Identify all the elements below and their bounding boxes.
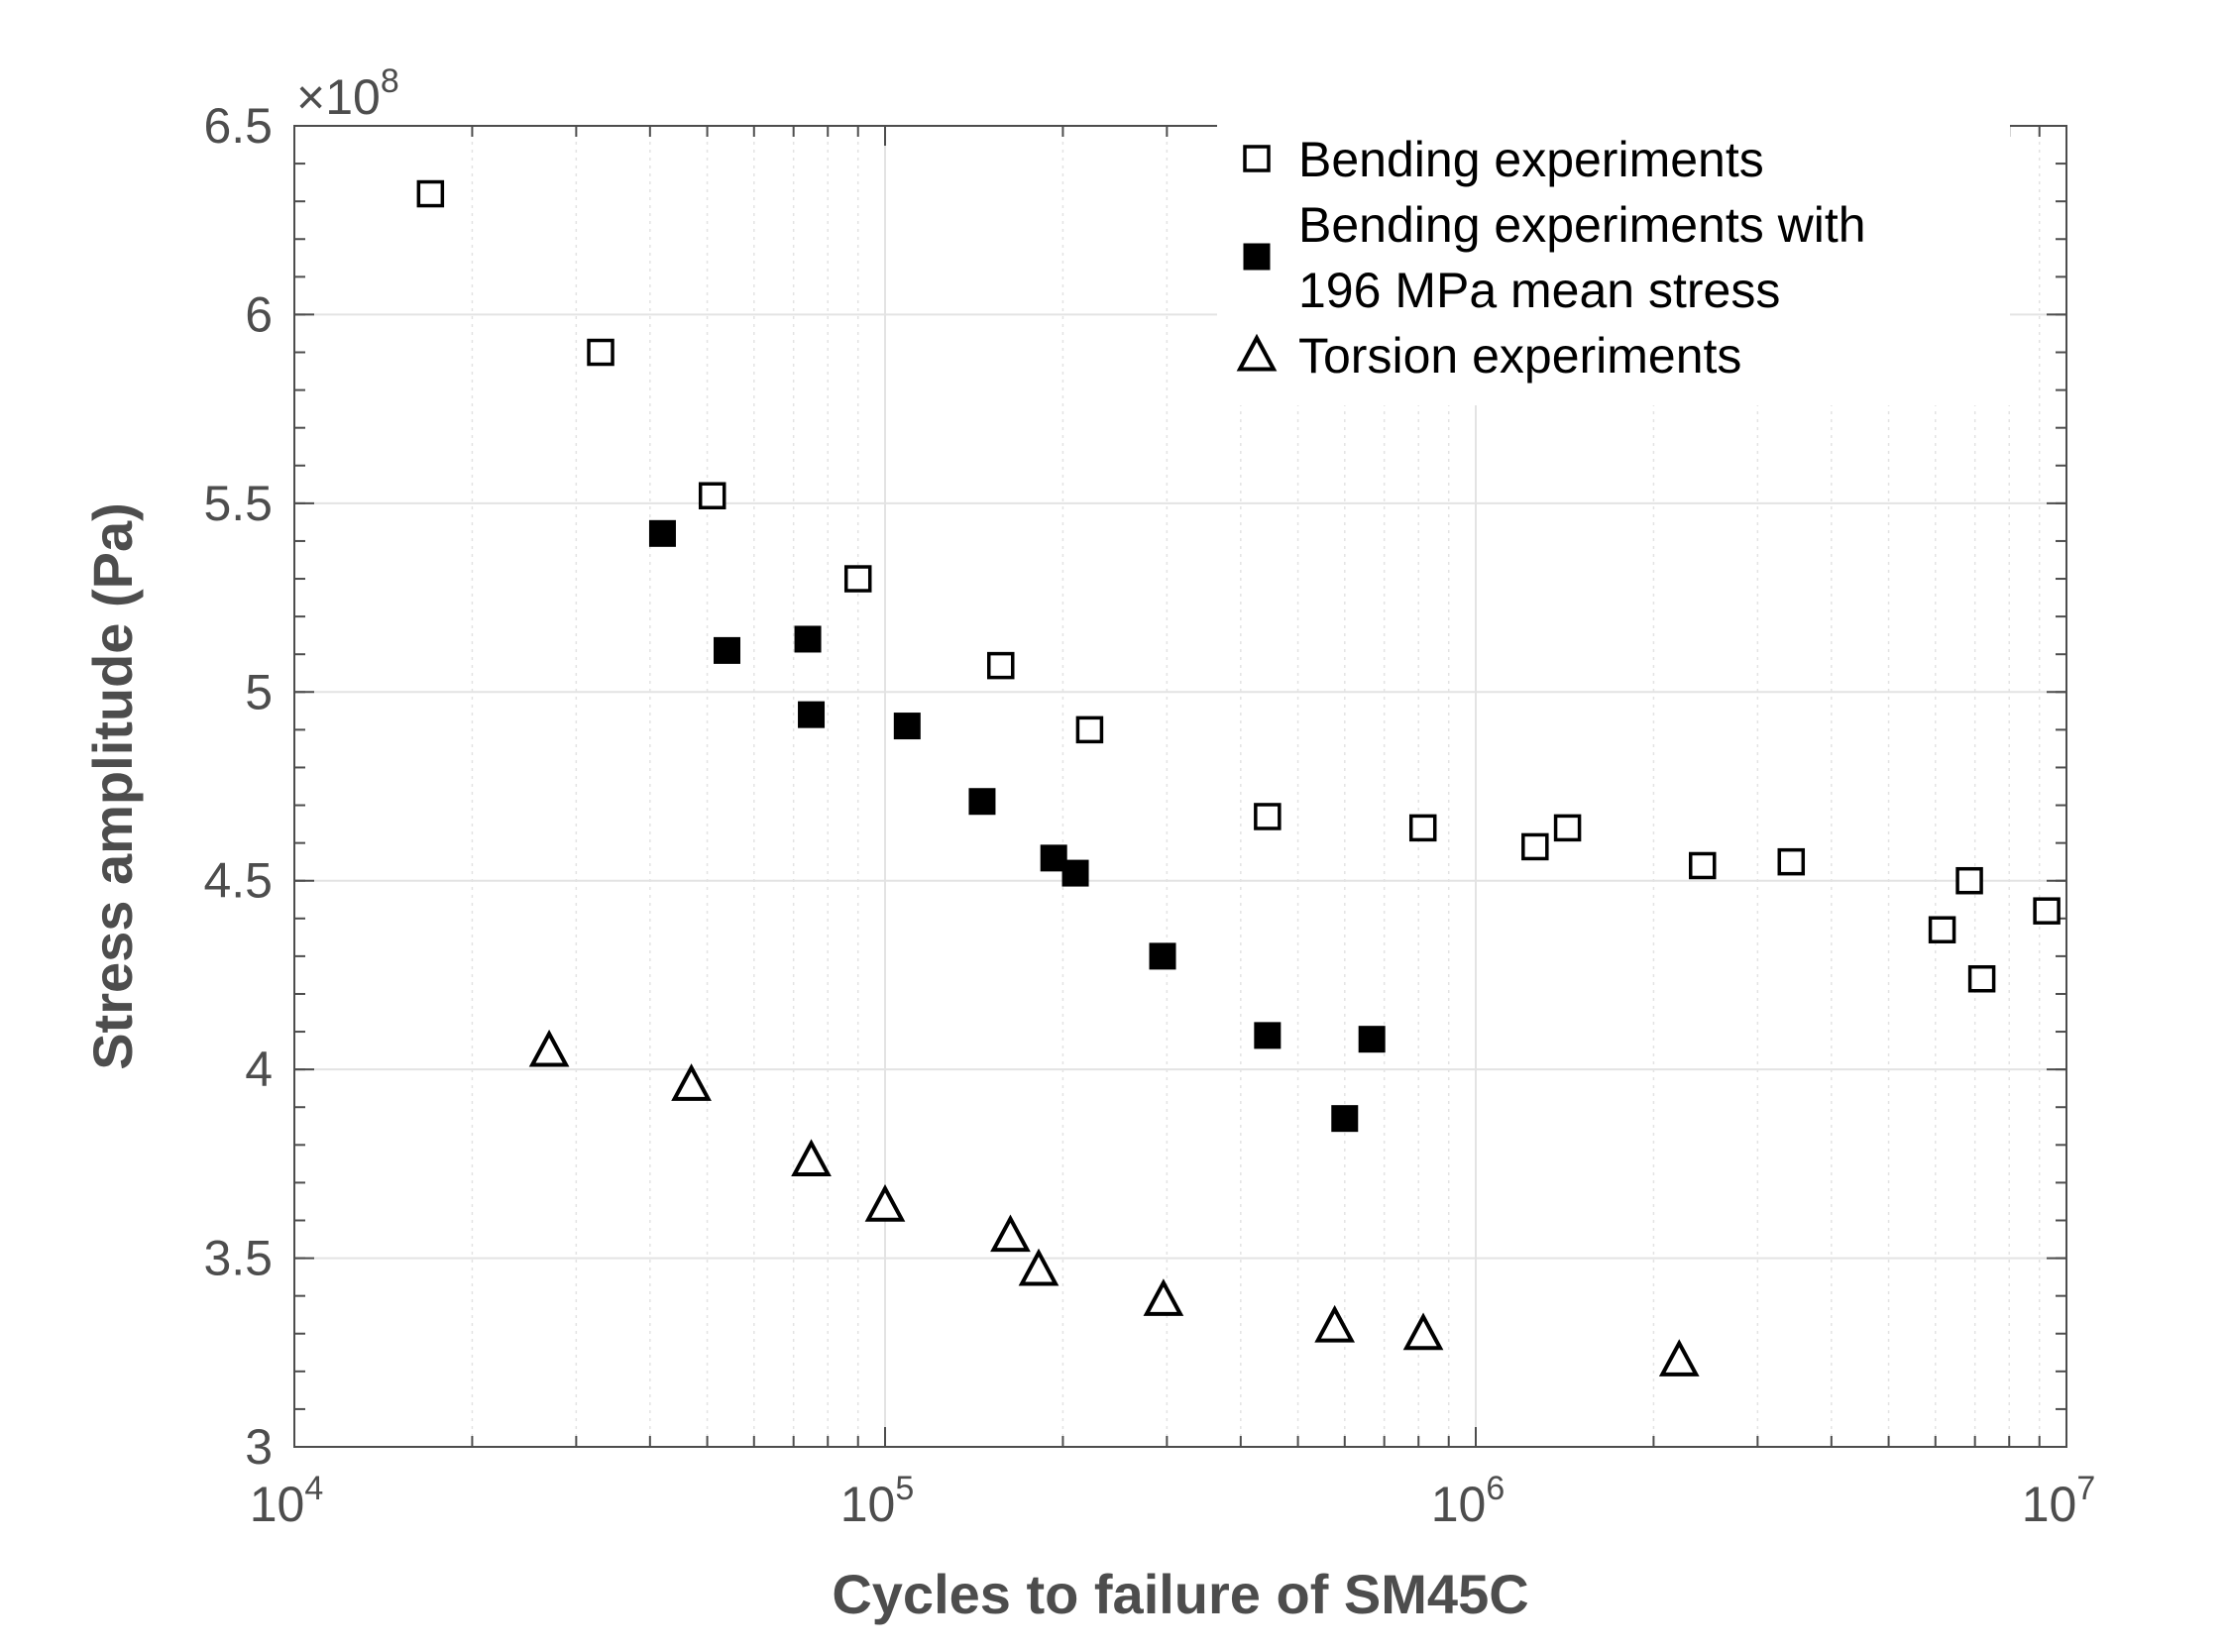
x-tick-label: 106 bbox=[1431, 1470, 1505, 1532]
square-open-marker bbox=[1689, 851, 1717, 880]
legend-entry-2: Bending experiments with 196 MPa mean str… bbox=[1243, 197, 1866, 318]
y-tick-label: 3.5 bbox=[203, 1231, 273, 1286]
legend-entry-3: Torsion experiments bbox=[1236, 328, 1741, 384]
legend-label: Bending experiments with 196 MPa mean str… bbox=[1298, 197, 1866, 318]
y-axis-title: Stress amplitude (Pa) bbox=[81, 502, 144, 1070]
triangle-open-marker bbox=[864, 1184, 906, 1222]
legend-label: Torsion experiments bbox=[1298, 328, 1741, 384]
plot-area-frame bbox=[293, 125, 2067, 1448]
triangle-open-marker bbox=[1314, 1304, 1356, 1343]
triangle-open-marker bbox=[1143, 1278, 1184, 1316]
square-filled-marker bbox=[714, 636, 741, 664]
square-open-marker bbox=[587, 338, 614, 367]
y-tick-label: 5 bbox=[245, 664, 273, 719]
triangle-open-marker bbox=[990, 1214, 1031, 1253]
triangle-open-marker bbox=[1658, 1339, 1700, 1377]
square-open-marker bbox=[1075, 716, 1104, 744]
square-filled-marker bbox=[1254, 1022, 1282, 1049]
x-tick-label-base: 10 bbox=[840, 1477, 896, 1532]
x-tick-labels: 104 105 106 107 bbox=[250, 1470, 2096, 1532]
triangle-open-marker bbox=[1402, 1312, 1444, 1351]
legend-label-line: Bending experiments bbox=[1298, 132, 1764, 187]
triangle-open-marker bbox=[528, 1029, 570, 1067]
square-filled-marker bbox=[1149, 942, 1176, 970]
y-tick-labels: 3 3.5 4 4.5 5 5.5 6 6.5 bbox=[203, 98, 273, 1475]
square-open-marker bbox=[843, 565, 872, 593]
legend-label-line: 196 MPa mean stress bbox=[1298, 263, 1780, 318]
x-tick-label: 104 bbox=[250, 1470, 324, 1532]
square-open-marker bbox=[1243, 145, 1271, 172]
axis-ticks bbox=[293, 125, 2067, 1448]
legend: Bending experiments Bending experiments w… bbox=[1217, 114, 2010, 405]
square-filled-marker bbox=[794, 625, 822, 653]
y-multiplier-base: ×10 bbox=[296, 69, 381, 125]
legend-label-line: Torsion experiments bbox=[1298, 328, 1741, 384]
square-open-marker bbox=[1955, 866, 1983, 895]
legend-entry-1: Bending experiments bbox=[1243, 132, 1764, 187]
data-markers bbox=[416, 179, 2061, 1377]
y-tick-label: 4 bbox=[245, 1042, 273, 1097]
square-filled-marker bbox=[968, 788, 996, 816]
y-tick-label: 6 bbox=[245, 286, 273, 342]
triangle-open-marker bbox=[791, 1139, 832, 1176]
x-tick-label-exponent: 4 bbox=[304, 1470, 323, 1507]
x-tick-label-exponent: 5 bbox=[895, 1470, 914, 1507]
square-open-marker bbox=[698, 482, 726, 509]
square-open-marker bbox=[1928, 916, 1956, 943]
series-1-markers bbox=[416, 179, 2061, 993]
y-tick-label: 6.5 bbox=[203, 98, 273, 154]
series-3-markers bbox=[528, 1029, 1700, 1377]
square-open-marker bbox=[1967, 964, 1996, 993]
square-open-marker bbox=[1553, 814, 1582, 842]
square-open-marker bbox=[1408, 814, 1437, 842]
square-filled-marker bbox=[648, 519, 676, 547]
series-2-markers bbox=[648, 519, 1386, 1133]
square-open-marker bbox=[2033, 897, 2061, 925]
triangle-open-marker bbox=[671, 1063, 712, 1101]
triangle-open-marker bbox=[1236, 333, 1278, 372]
y-tick-label: 3 bbox=[245, 1419, 273, 1475]
legend-label-line: Bending experiments with bbox=[1298, 197, 1866, 253]
x-tick-label-base: 10 bbox=[250, 1477, 305, 1532]
square-filled-marker bbox=[798, 701, 826, 728]
x-tick-label-base: 10 bbox=[2022, 1477, 2077, 1532]
legend-label: Bending experiments bbox=[1298, 132, 1764, 187]
square-filled-marker bbox=[1243, 243, 1271, 271]
x-axis-title: Cycles to failure of SM45C bbox=[832, 1563, 1528, 1625]
square-open-marker bbox=[1777, 847, 1806, 876]
square-open-marker bbox=[416, 179, 445, 208]
y-multiplier-exponent: 8 bbox=[381, 62, 399, 100]
legend-background bbox=[1217, 114, 2010, 405]
square-open-marker bbox=[1521, 832, 1549, 861]
x-tick-label-exponent: 6 bbox=[1486, 1470, 1505, 1507]
x-tick-label-exponent: 7 bbox=[2076, 1470, 2095, 1507]
triangle-open-marker bbox=[1018, 1248, 1059, 1286]
y-axis-multiplier: ×108 bbox=[296, 62, 399, 125]
x-tick-label-base: 10 bbox=[1431, 1477, 1487, 1532]
square-filled-marker bbox=[1358, 1026, 1386, 1053]
square-open-marker bbox=[1254, 803, 1282, 830]
square-filled-marker bbox=[893, 713, 921, 740]
square-filled-marker bbox=[1061, 859, 1089, 887]
square-filled-marker bbox=[1331, 1105, 1359, 1133]
y-tick-label: 5.5 bbox=[203, 476, 273, 531]
x-tick-label: 105 bbox=[840, 1470, 915, 1532]
square-open-marker bbox=[987, 651, 1015, 680]
y-tick-label: 4.5 bbox=[203, 853, 273, 909]
x-tick-label: 107 bbox=[2022, 1470, 2096, 1532]
